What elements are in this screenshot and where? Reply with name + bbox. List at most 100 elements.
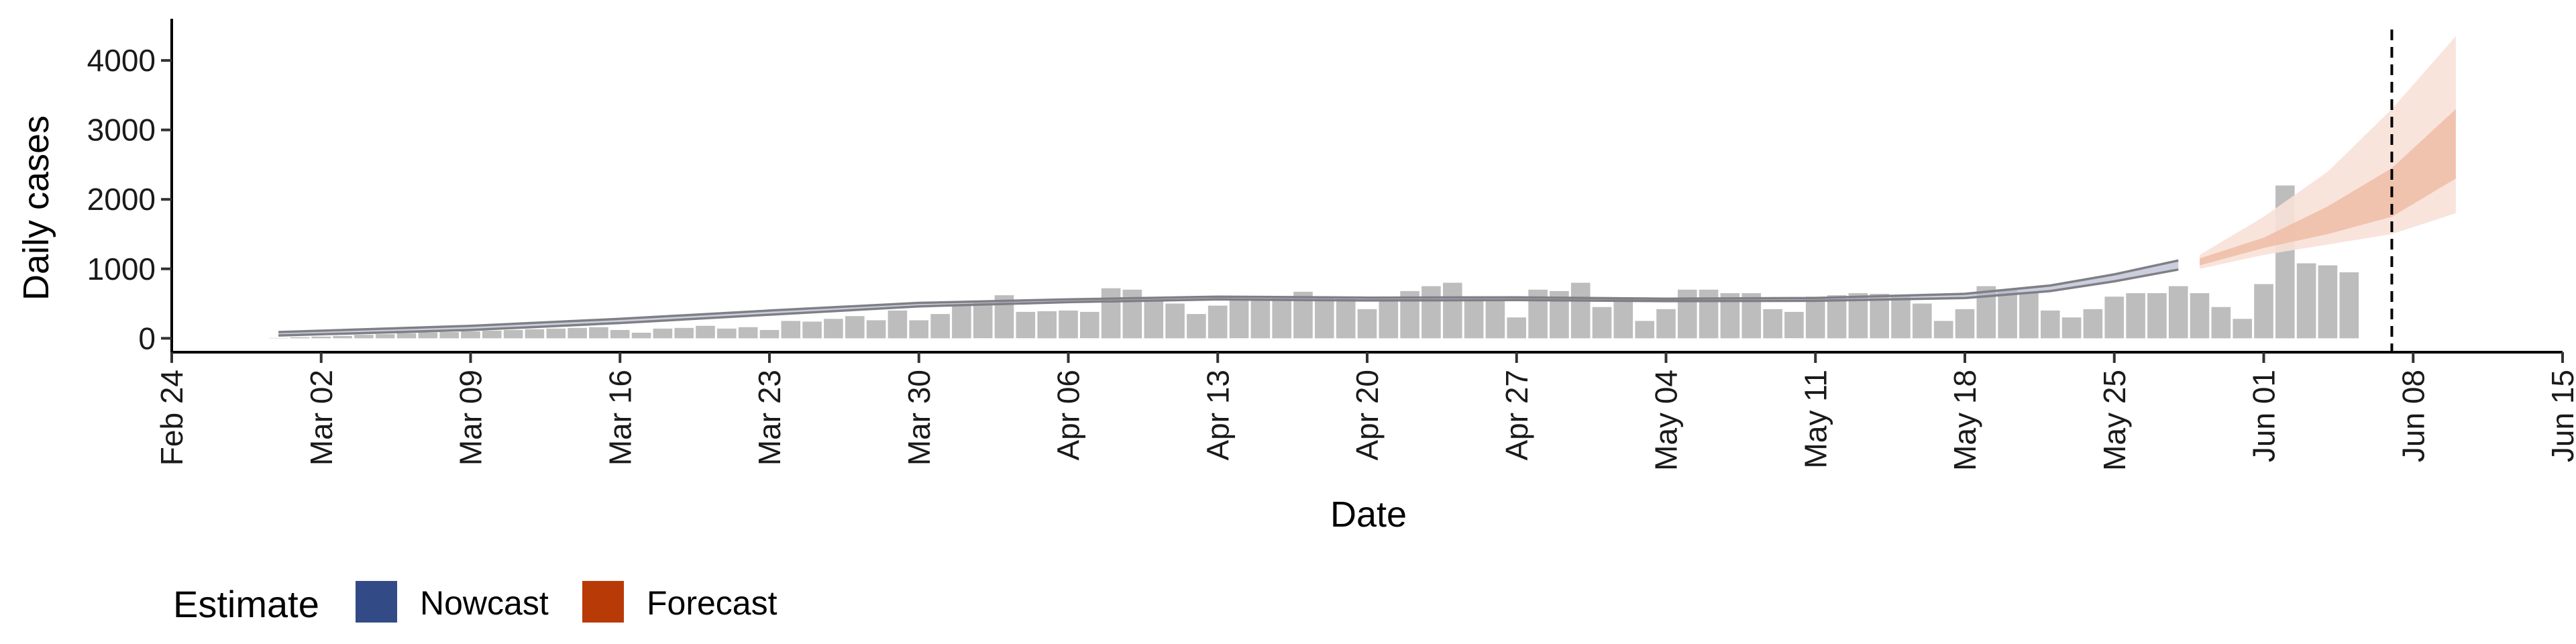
bar — [1208, 305, 1228, 339]
bar — [1187, 314, 1206, 339]
bar — [824, 319, 843, 339]
bar — [568, 327, 587, 339]
bar — [2296, 263, 2316, 339]
bar — [1870, 294, 1889, 339]
bar — [1059, 310, 1078, 339]
bar — [2019, 293, 2039, 339]
bar — [461, 331, 480, 339]
bar — [631, 333, 651, 339]
bar — [2211, 307, 2231, 339]
bar — [1315, 297, 1334, 339]
bar — [1016, 311, 1036, 339]
bar — [1805, 297, 1825, 339]
x-tick-label: May 11 — [1798, 370, 1833, 468]
bar — [2233, 319, 2252, 339]
bar — [375, 334, 395, 339]
bar — [1507, 317, 1526, 339]
bar — [1827, 295, 1847, 339]
plot-area — [268, 30, 2456, 354]
bar — [503, 329, 523, 339]
y-tick-label: 1000 — [87, 252, 156, 286]
x-tick-label: Apr 20 — [1350, 370, 1385, 461]
bar — [1464, 297, 1484, 339]
bar — [2254, 284, 2273, 339]
x-tick-label: Jun 01 — [2247, 370, 2282, 462]
bar — [2061, 317, 2082, 339]
y-tick-label: 4000 — [87, 43, 156, 78]
bar — [1635, 321, 1654, 339]
x-tick-label: Jun 08 — [2396, 370, 2430, 462]
nowcast-lower-line — [278, 268, 2179, 337]
bar — [1763, 309, 1782, 339]
bar — [802, 321, 822, 339]
x-tick-label: Apr 27 — [1499, 370, 1534, 461]
legend-swatch-forecast — [582, 581, 624, 623]
bar — [290, 337, 310, 339]
legend-title: Estimate — [173, 583, 319, 625]
bar — [845, 316, 865, 339]
legend: Estimate Nowcast Forecast — [173, 581, 777, 625]
x-tick-label: May 25 — [2097, 370, 2132, 471]
bar — [1933, 321, 1953, 339]
bar — [738, 327, 758, 339]
nowcast-upper-line — [278, 259, 2179, 333]
axes: 0 1000 2000 3000 4000 Feb 24 Mar 02 Mar 09 Mar 1… — [87, 19, 2576, 471]
x-tick-label: Jun 15 — [2545, 370, 2576, 462]
bar — [1336, 298, 1356, 339]
bar — [1613, 298, 1633, 339]
bar — [1272, 297, 1291, 339]
bar — [674, 327, 694, 339]
y-tick-label: 0 — [138, 321, 156, 356]
x-tick-label: May 04 — [1649, 370, 1684, 471]
x-tick-label: Mar 23 — [752, 370, 787, 466]
forecast-inner-band — [2200, 109, 2456, 266]
bar — [2083, 309, 2103, 339]
legend-label-forecast: Forecast — [647, 584, 777, 622]
bar — [2104, 297, 2124, 339]
x-tick-label: Mar 02 — [304, 370, 339, 466]
bar — [418, 332, 438, 339]
bar — [1101, 288, 1121, 339]
x-tick-label: Mar 09 — [453, 370, 488, 466]
bar — [2168, 286, 2188, 339]
bar — [482, 330, 502, 339]
bar — [1678, 289, 1697, 339]
bar — [888, 310, 908, 339]
bar — [1037, 311, 1057, 339]
bar — [1144, 299, 1164, 339]
bar — [1443, 282, 1462, 339]
bar — [1913, 303, 1932, 339]
bar — [1570, 282, 1591, 339]
bar — [1699, 289, 1719, 339]
bar — [589, 327, 608, 339]
y-tick-label: 3000 — [87, 113, 156, 148]
bar — [1955, 309, 1975, 339]
bar — [1592, 307, 1612, 339]
bar — [2190, 293, 2210, 339]
bar — [1080, 311, 1099, 339]
x-tick-label: Mar 16 — [602, 370, 637, 466]
bar — [1165, 303, 1185, 339]
bar — [333, 335, 352, 339]
bar — [354, 335, 374, 339]
bar — [1421, 286, 1441, 339]
y-axis-title: Daily cases — [16, 115, 56, 301]
bar — [759, 329, 780, 339]
bar — [973, 302, 993, 339]
bar — [1379, 299, 1399, 339]
legend-label-nowcast: Nowcast — [420, 584, 549, 622]
bar — [653, 328, 673, 339]
y-tick-label: 2000 — [87, 182, 156, 217]
legend-swatch-nowcast — [356, 581, 397, 623]
bar — [1656, 309, 1676, 339]
bar — [2147, 293, 2167, 339]
bar — [696, 325, 715, 339]
bar — [781, 321, 801, 339]
bar — [525, 329, 545, 339]
bar — [439, 332, 459, 339]
bar — [1250, 299, 1271, 339]
bar — [2126, 293, 2145, 339]
x-tick-label: Apr 13 — [1200, 370, 1235, 461]
nowcast-band — [278, 260, 2179, 336]
